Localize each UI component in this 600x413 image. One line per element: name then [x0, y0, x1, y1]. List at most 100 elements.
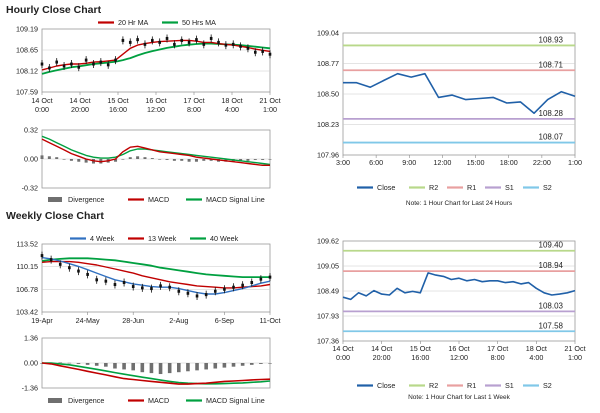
hourly-divergence-bar [187, 159, 191, 162]
weekly-divergence-bar [259, 363, 263, 364]
hourly-price-candle [202, 42, 206, 46]
hourly-levels-xtick-label: 15:00 [467, 158, 485, 167]
hourly-levels-ytick: 108.77 [317, 59, 339, 68]
hourly-levels-level-label-r2: 108.93 [539, 35, 564, 44]
weekly-price-ytick: 106.78 [16, 285, 38, 294]
weekly-divergence-bar [149, 363, 154, 374]
hourly-levels-ytick: 107.96 [317, 151, 339, 160]
weekly-levels-level-label-r2: 109.40 [539, 241, 564, 250]
hourly-price-candle [253, 50, 257, 54]
weekly-price-candle [141, 286, 144, 290]
hourly-section-title: Hourly Close Chart [6, 4, 102, 16]
hourly-price-candle [239, 44, 242, 48]
hourly-price-candle [158, 40, 161, 44]
hourly-price-candle [70, 62, 73, 66]
weekly-divergence-bar [240, 363, 245, 366]
hourly-divergence-bar [253, 159, 257, 160]
hourly-levels-ytick: 108.50 [317, 90, 339, 99]
hourly-price-candle [209, 36, 213, 40]
hourly-price-candle [268, 52, 272, 56]
hourly-levels-legend-r1-label: R1 [467, 183, 476, 192]
hourly-divergence-bar [202, 159, 206, 161]
weekly-price-candle [232, 285, 235, 289]
hourly-divergence-bar [128, 157, 132, 159]
hourly-levels-xtick-label: 22:00 [533, 158, 551, 167]
hourly-price-xtick-label: 4:00 [225, 105, 239, 114]
weekly-levels-xtick-label: 14 Oct [332, 344, 353, 353]
hourly-divergence-bar [172, 159, 176, 161]
weekly-divergence-bar [76, 363, 81, 364]
hourly-divergence-bar [158, 159, 162, 160]
hourly-levels-xtick-label: 1:00 [568, 158, 582, 167]
legend-weekly-divergence-label: Divergence [68, 396, 104, 405]
hourly-levels-legend-s1-label: S1 [505, 183, 514, 192]
weekly-macd-ytick: 1.36 [24, 334, 38, 343]
week13-line [41, 260, 271, 289]
weekly-divergence-bar [140, 363, 145, 373]
hourly-price-candle [173, 42, 176, 46]
weekly-price-candle [122, 281, 126, 285]
hourly-price-candle [121, 38, 125, 42]
week40-line [41, 257, 270, 279]
weekly-price-ytick: 113.52 [17, 240, 38, 249]
weekly-levels-xtick-label: 17 Oct [487, 344, 508, 353]
weekly-levels-xtick-label: 20:00 [373, 353, 391, 362]
weekly-divergence-bar [94, 363, 99, 366]
hourly-price-candle [217, 40, 220, 44]
weekly-price-candle [223, 287, 226, 291]
weekly-levels-ytick: 109.62 [317, 237, 339, 246]
hourly-price-candle [195, 38, 198, 42]
weekly-price-candle [268, 275, 272, 279]
hourly-price-xtick-label: 18 Oct [221, 96, 242, 105]
legend-weekly-signal-label: MACD Signal Line [206, 396, 265, 405]
legend-weekly-macd-label: MACD [148, 396, 169, 405]
weekly-macd-line [41, 362, 271, 385]
hourly-divergence-bar [261, 159, 265, 160]
hourly-divergence-bar [55, 157, 59, 159]
hourly-levels-xtick-label: 9:00 [402, 158, 416, 167]
legend-40-week-label: 40 Week [210, 234, 239, 243]
hourly-price-ytick: 108.65 [16, 46, 38, 55]
weekly-price-candle [58, 262, 62, 266]
weekly-price-xtick-label: 28-Jun [122, 316, 144, 325]
weekly-levels-xtick-label: 15 Oct [410, 344, 431, 353]
weekly-levels-xtick-label: 21 Oct [564, 344, 585, 353]
weekly-divergence-bar [167, 363, 172, 374]
weekly-price-candle [150, 287, 153, 291]
weekly-levels-level-label-r1: 108.94 [539, 261, 564, 270]
hourly-divergence-bar [239, 159, 243, 161]
hourly-price-xtick-label: 14 Oct [69, 96, 90, 105]
weekly-price-xtick-label: 6-Sep [215, 316, 234, 325]
legend-4-week-label: 4 Week [90, 234, 115, 243]
weekly-levels-legend-close-label: Close [377, 381, 395, 390]
hourly-price-xtick-label: 1:00 [263, 105, 277, 114]
hourly-price-ytick: 109.19 [16, 25, 38, 34]
weekly-price-candle [241, 283, 244, 287]
hourly-price-xtick-label: 16:00 [109, 105, 127, 114]
hourly-macd-line [41, 138, 270, 167]
hourly-levels-legend-s2-label: S2 [543, 183, 552, 192]
weekly-divergence-bar [268, 363, 272, 364]
weekly-macd-signal-line [42, 362, 271, 385]
week4-line [41, 256, 271, 295]
hourly-price-candle [62, 64, 66, 68]
weekly-price-candle [77, 269, 80, 273]
hourly-divergence-bar [209, 159, 213, 161]
weekly-price-ytick: 110.15 [17, 262, 38, 271]
hourly-price-candle [77, 65, 81, 69]
weekly-divergence-bar [195, 363, 199, 371]
hourly-price-candle [231, 42, 235, 46]
hourly-price-candle [99, 60, 103, 64]
weekly-price-xtick-label: 24-May [76, 316, 100, 325]
hourly-levels-xtick-label: 18:00 [500, 158, 518, 167]
hourly-price-xtick-label: 0:00 [35, 105, 49, 114]
hourly-divergence-bar [114, 159, 118, 162]
hourly-price-plot [41, 28, 271, 93]
weekly-divergence-bar [122, 363, 126, 370]
weekly-section-title: Weekly Close Chart [6, 210, 104, 222]
hourly-levels-xtick-label: 12:00 [433, 158, 451, 167]
hourly-price-candle [151, 38, 154, 42]
legend-hourly-divergence-swatch [48, 197, 62, 202]
weekly-levels-xtick-label: 16:00 [411, 353, 429, 362]
hourly-divergence-bar [150, 158, 154, 159]
